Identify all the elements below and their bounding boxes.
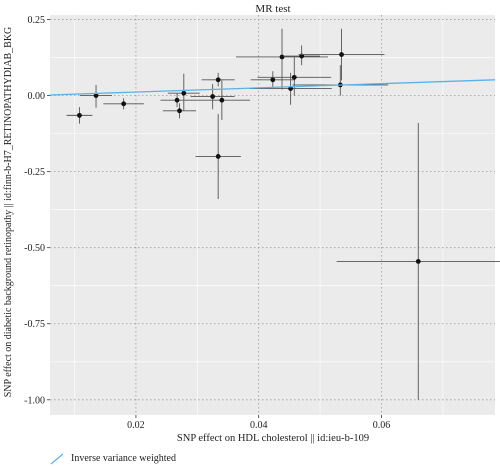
fit-line-group xyxy=(49,79,496,96)
y-tick-label: -0.25 xyxy=(24,167,45,178)
y-tick-label: 0.00 xyxy=(28,91,46,102)
y-tick-label: 0.25 xyxy=(28,15,46,26)
data-point xyxy=(415,258,421,264)
data-point xyxy=(210,94,216,99)
data-point xyxy=(177,108,182,114)
axes: 0.02 0.04 0.06 0.25 0.00 -0.25 -0.50 -0.75 -1.00 xyxy=(24,15,390,431)
x-tick-label: 0.04 xyxy=(250,420,268,431)
data-point xyxy=(174,97,180,103)
data-point xyxy=(215,77,221,83)
data-point xyxy=(121,101,127,107)
data-point xyxy=(291,74,297,80)
grid-lines xyxy=(50,15,495,415)
data-point xyxy=(279,54,285,60)
y-axis-label: SNP effect on diabetic background retino… xyxy=(3,27,14,398)
ivw-fit-line xyxy=(49,79,496,96)
legend-entry-label: Inverse variance weighted xyxy=(71,453,176,464)
x-tick-label: 0.06 xyxy=(373,420,391,431)
x-axis-label: SNP effect on HDL cholesterol || id:ieu-… xyxy=(177,433,369,444)
data-point xyxy=(339,52,344,57)
chart-title: MR test xyxy=(255,3,290,15)
legend: Inverse variance weighted xyxy=(50,453,176,465)
y-tick-label: -0.75 xyxy=(24,319,45,330)
data-point xyxy=(181,90,187,96)
x-tick-label: 0.02 xyxy=(127,420,145,431)
data-point xyxy=(215,154,221,159)
data-point xyxy=(93,93,99,99)
y-tick-label: -0.50 xyxy=(24,243,45,254)
y-tick-label: -1.00 xyxy=(24,395,45,406)
data-point xyxy=(270,77,276,83)
data-point xyxy=(77,112,82,118)
data-point xyxy=(219,97,225,103)
legend-key-line xyxy=(50,453,64,465)
data-points xyxy=(66,28,500,400)
